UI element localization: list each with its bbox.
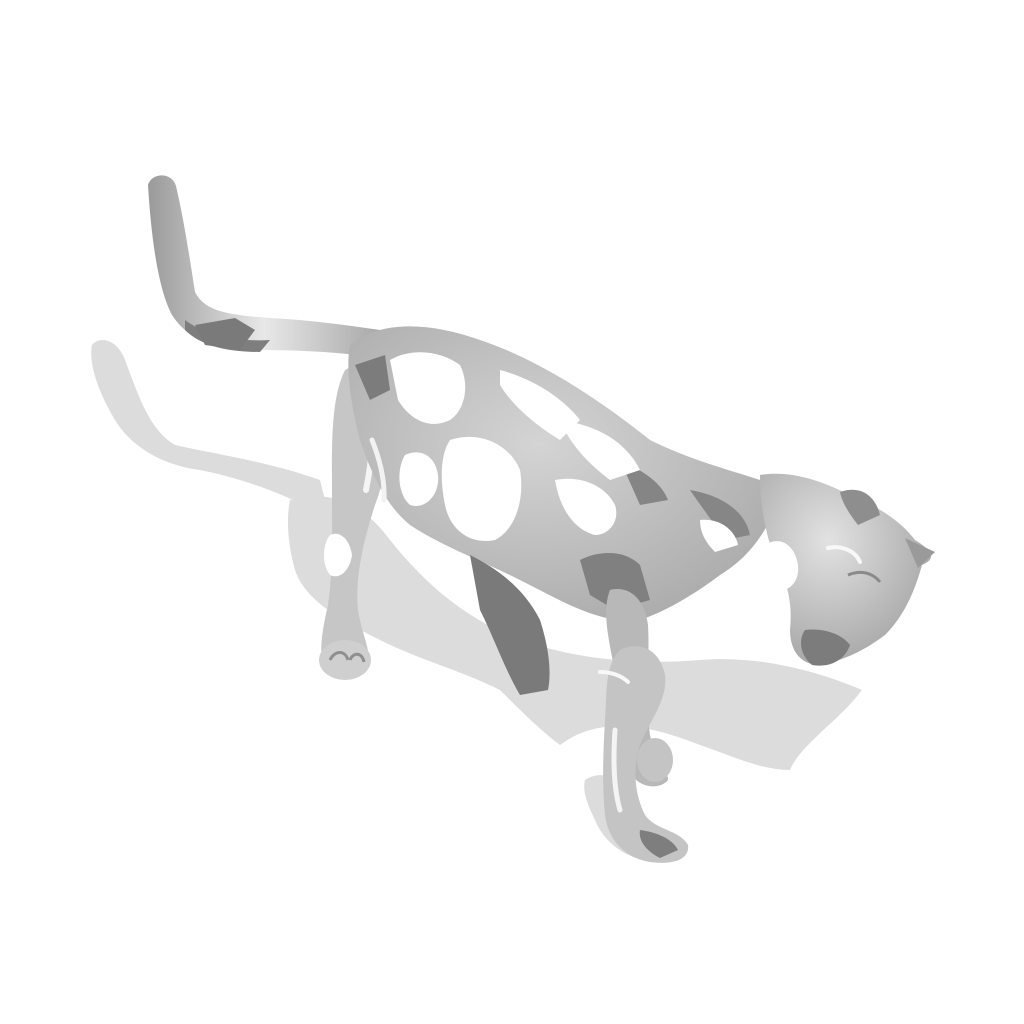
shoulder-backface — [690, 490, 750, 540]
eye-ridge — [847, 570, 882, 583]
mesh-hole-7 — [419, 540, 465, 590]
outer-leg-glint — [598, 670, 630, 684]
body-backface-2 — [470, 555, 550, 695]
tail-spot — [195, 318, 255, 350]
ear-right — [905, 538, 935, 568]
jaw-backface — [800, 629, 850, 666]
shadow-tail — [91, 340, 331, 520]
head-hole — [762, 541, 799, 591]
shadow-body — [287, 496, 863, 770]
front-leg-outer — [598, 646, 689, 863]
hind-paw — [319, 640, 371, 680]
outer-leg-shape — [603, 646, 689, 863]
body-highlight — [369, 437, 387, 503]
ear-left — [840, 489, 880, 525]
mesh-hole-5 — [560, 420, 640, 480]
tail-shape — [148, 175, 380, 358]
mesh-hole-2 — [441, 436, 522, 541]
tail — [148, 175, 380, 358]
neck-hole — [700, 519, 738, 552]
hind-paw-toes — [328, 651, 366, 663]
head — [760, 473, 935, 666]
mesh-hole-4 — [500, 370, 580, 440]
body-backface-1 — [355, 355, 390, 400]
outer-leg-highlight — [611, 727, 623, 813]
inner-paw — [637, 738, 673, 782]
mesh-hole-1 — [390, 352, 466, 424]
mesh-hole-3 — [399, 452, 439, 506]
mesh-hole-8 — [324, 533, 352, 577]
mesh-hole-6 — [555, 478, 617, 535]
head-shape — [760, 473, 932, 665]
outer-paw-backface — [639, 830, 678, 858]
tail-underside — [185, 320, 270, 352]
body — [324, 326, 770, 695]
face-highlight — [826, 545, 862, 564]
